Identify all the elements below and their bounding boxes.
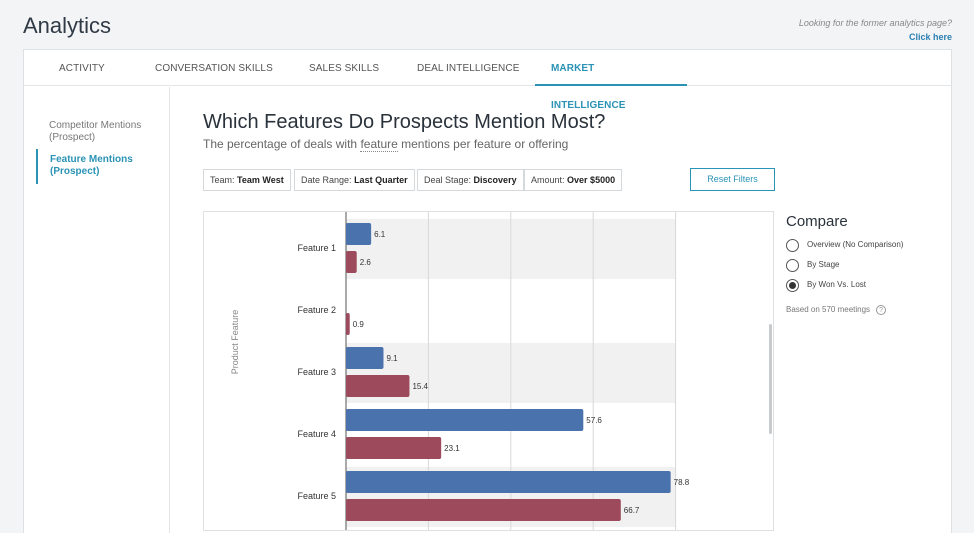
bar-value-label: 2.6 bbox=[360, 258, 372, 267]
radio-circle[interactable] bbox=[786, 239, 799, 252]
tab-deal-intelligence[interactable]: DEAL INTELLIGENCE bbox=[417, 63, 520, 74]
tab-conversation-skills[interactable]: CONVERSATION SKILLS bbox=[155, 63, 273, 74]
bar-value-label: 9.1 bbox=[386, 354, 398, 363]
bar-value-label: 0.9 bbox=[353, 320, 365, 329]
filter-team-label: Team: bbox=[210, 175, 235, 185]
chart-heading: Which Features Do Prospects Mention Most… bbox=[203, 111, 606, 133]
bar bbox=[346, 499, 621, 521]
former-analytics-question: Looking for the former analytics page? bbox=[798, 18, 952, 28]
filter-deal-stage-label: Deal Stage: bbox=[424, 175, 472, 185]
reset-filters-button[interactable]: Reset Filters bbox=[690, 168, 775, 191]
radio-circle-selected[interactable] bbox=[786, 279, 799, 292]
category-label: Feature 1 bbox=[297, 243, 336, 253]
category-label: Feature 5 bbox=[297, 491, 336, 501]
bar-value-label: 23.1 bbox=[444, 444, 460, 453]
tab-bar: ACTIVITY CONVERSATION SKILLS SALES SKILL… bbox=[24, 50, 951, 111]
category-label: Feature 3 bbox=[297, 367, 336, 377]
tab-sales-skills[interactable]: SALES SKILLS bbox=[309, 63, 380, 74]
bar-value-label: 15.4 bbox=[412, 382, 428, 391]
based-on-text: Based on 570 meetings bbox=[786, 305, 871, 315]
y-axis-title: Product Feature bbox=[230, 310, 240, 375]
filter-deal-stage[interactable]: Deal Stage: Discovery bbox=[417, 169, 524, 191]
sidebar-item-feature-mentions[interactable]: Feature Mentions (Prospect) bbox=[36, 149, 160, 184]
category-label: Feature 4 bbox=[297, 429, 336, 439]
subtitle-prefix: The percentage of deals with bbox=[203, 137, 361, 151]
chart-subtitle: The percentage of deals with feature men… bbox=[203, 137, 569, 152]
radio-label: Overview (No Comparison) bbox=[807, 240, 904, 249]
radio-by-won-vs-lost[interactable]: By Won Vs. Lost bbox=[786, 278, 916, 294]
bar bbox=[346, 471, 671, 493]
page-title: Analytics bbox=[23, 13, 112, 38]
filter-date-range-value: Last Quarter bbox=[354, 175, 408, 185]
chart-scrollbar[interactable] bbox=[769, 324, 772, 434]
bar-value-label: 66.7 bbox=[624, 506, 640, 515]
tab-activity[interactable]: ACTIVITY bbox=[59, 63, 105, 74]
bar bbox=[346, 313, 350, 335]
bar bbox=[346, 437, 442, 459]
sidebar-item-competitor-mentions[interactable]: Competitor Mentions (Prospect) bbox=[49, 120, 142, 143]
filter-amount[interactable]: Amount: Over $5000 bbox=[524, 169, 623, 191]
radio-label: By Stage bbox=[807, 260, 840, 269]
bar bbox=[346, 409, 584, 431]
filter-date-range-label: Date Range: bbox=[301, 175, 352, 185]
radio-by-stage[interactable]: By Stage bbox=[786, 258, 916, 274]
subtitle-suffix: mentions per feature or offering bbox=[397, 137, 569, 151]
bar bbox=[346, 375, 410, 397]
bar bbox=[346, 251, 357, 273]
filter-amount-value: Over $5000 bbox=[567, 175, 616, 185]
filter-date-range[interactable]: Date Range: Last Quarter bbox=[294, 169, 415, 191]
compare-title: Compare bbox=[786, 213, 848, 230]
help-icon[interactable]: ? bbox=[876, 305, 887, 315]
filter-amount-label: Amount: bbox=[531, 175, 565, 185]
subtitle-keyword[interactable]: feature bbox=[360, 137, 398, 152]
radio-overview[interactable]: Overview (No Comparison) bbox=[786, 238, 916, 254]
chart-bars: Feature 1 6.1 2.6 Feature 2 0.9 Feature 3 9.1 1… bbox=[297, 223, 690, 521]
sidebar: Competitor Mentions (Prospect) Feature M… bbox=[24, 87, 170, 533]
filter-team[interactable]: Team: Team West bbox=[203, 169, 291, 191]
filter-deal-stage-value: Discovery bbox=[473, 175, 517, 185]
filter-team-value: Team West bbox=[237, 175, 284, 185]
radio-label: By Won Vs. Lost bbox=[807, 280, 866, 289]
compare-panel: Compare Overview (No Comparison) By Stag… bbox=[786, 213, 903, 315]
bar-value-label: 6.1 bbox=[374, 230, 386, 239]
tab-market-intelligence[interactable]: MARKET INTELLIGENCE bbox=[535, 50, 687, 111]
chart-container: Feature 1 6.1 2.6 Feature 2 0.9 Feature 3 9.1 1… bbox=[203, 211, 774, 531]
former-analytics-link[interactable]: Click here bbox=[908, 32, 952, 42]
bar-value-label: 78.8 bbox=[674, 478, 690, 487]
category-label: Feature 2 bbox=[297, 305, 336, 315]
former-analytics-notice: Looking for the former analytics page? C… bbox=[799, 16, 952, 44]
radio-circle[interactable] bbox=[786, 259, 799, 272]
bar bbox=[346, 347, 384, 369]
bar-value-label: 57.6 bbox=[586, 416, 602, 425]
based-on-meetings: Based on 570 meetings? bbox=[786, 305, 887, 315]
bar bbox=[346, 223, 372, 245]
analytics-card: ACTIVITY CONVERSATION SKILLS SALES SKILL… bbox=[23, 49, 952, 533]
bar-chart: Feature 1 6.1 2.6 Feature 2 0.9 Feature 3 9.1 1… bbox=[230, 212, 690, 530]
